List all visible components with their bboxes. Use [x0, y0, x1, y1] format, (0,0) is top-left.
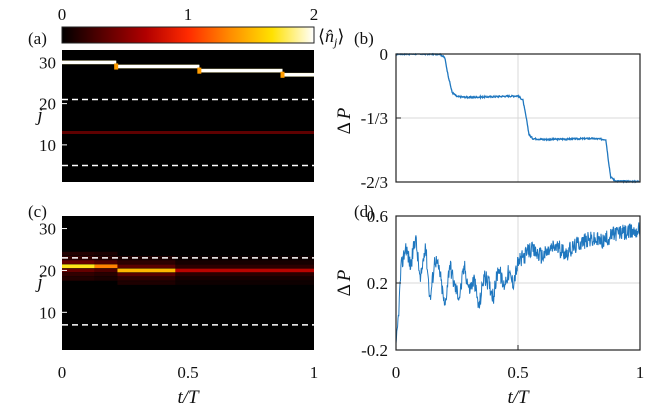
heatmap-cell-glow: [94, 276, 118, 281]
heatmap-cell: [94, 264, 118, 269]
heatmap-cell-glow: [175, 264, 314, 269]
heatmap-cell-glow: [94, 260, 118, 264]
heatmap-cell-core: [199, 69, 283, 73]
heatmap-cell-glow: [117, 276, 176, 281]
heatmap-a-yticks: 10 20 30: [39, 53, 67, 155]
heatmap-cell-glow: [175, 260, 314, 264]
heatmap-cell-glow: [94, 251, 118, 256]
heatmap-ytick-label: 30: [39, 53, 56, 72]
panel-b-ylabel: ΔP: [334, 107, 355, 134]
heatmap-ytick-label: 10: [39, 136, 56, 155]
heatmap-cell: [62, 264, 95, 269]
line-ytick-label: -0.2: [361, 341, 388, 360]
panel-b-yticks: 0 -1/3 -2/3: [361, 45, 401, 192]
panel-label-d: (d): [354, 202, 374, 221]
line-panel-b: 0 -1/3 -2/3 ΔP: [334, 45, 641, 192]
heatmap-a-cells: [62, 60, 314, 134]
panel-d-xticks: 0 0.5 1: [392, 345, 645, 382]
heatmap-ytick-label: 30: [39, 220, 56, 239]
panel-d-ylabel: ΔP: [334, 269, 355, 296]
heatmap-cell-glow: [117, 260, 176, 264]
heatmap-cell-glow: [175, 276, 314, 281]
line-xtick-label: 1: [636, 363, 645, 382]
panel-a-ylabel: j: [34, 105, 42, 126]
line-ytick-label: -2/3: [361, 173, 388, 192]
heatmap-xtick-label: 1: [310, 363, 319, 382]
panel-label-b: (b): [354, 29, 374, 48]
heatmap-xtick-label: 0.5: [177, 363, 198, 382]
heatmap-ytick-label: 20: [39, 261, 56, 280]
heatmap-ytick-label: 20: [39, 95, 56, 114]
line-xtick-label: 0: [392, 363, 401, 382]
panel-b-grid: [396, 53, 640, 183]
panel-label-a: (a): [28, 29, 47, 48]
panel-d-yticks: 0.6 0.2 -0.2: [361, 207, 401, 360]
colorbar-bar: [61, 26, 315, 44]
heatmap-faint-band: [62, 131, 314, 134]
panel-d-xlabel: t/T: [507, 387, 530, 408]
heatmap-cell-glow: [62, 255, 95, 260]
heatmap-cell-glow: [175, 272, 314, 277]
panel-d-series-line: [395, 222, 641, 344]
panel-c-xlabel: t/T: [177, 387, 200, 408]
heatmap-cell-glow: [62, 260, 95, 264]
heatmap-transition: [114, 63, 119, 70]
heatmap-cell-glow: [117, 272, 176, 277]
heatmap-cell-glow: [94, 272, 118, 277]
colorbar-label: ⟨n̂j⟩: [318, 26, 344, 49]
heatmap-c-yticks: 10 20 30: [39, 220, 67, 322]
line-ytick-label: 0.2: [367, 274, 388, 293]
heatmap-cell-core: [116, 65, 200, 68]
heatmap-cell-glow: [62, 272, 95, 277]
heatmap-cell: [175, 268, 314, 273]
heatmap-transition: [280, 71, 285, 78]
colorbar-tick-0: 0: [58, 5, 67, 24]
heatmap-cell-core: [62, 60, 117, 64]
line-panel-d: 0.60.2-0.2 0 0.5 1 ΔP t/T: [334, 207, 644, 408]
colorbar-tick-2: 2: [310, 5, 319, 24]
panel-label-c: (c): [28, 202, 47, 221]
heatmap-a-dashed-lines: [62, 98, 314, 167]
line-ytick-label: -1/3: [361, 109, 388, 128]
heatmap-ytick-label: 10: [39, 303, 56, 322]
heatmap-cell-core: [282, 73, 314, 77]
line-ytick-label: 0.6: [367, 207, 388, 226]
heatmap-c-xticks: 0 0.5 1: [58, 363, 319, 382]
heatmap-cell-glow: [117, 281, 176, 285]
heatmap-cell-glow: [175, 281, 314, 285]
heatmap-transition: [197, 67, 202, 74]
heatmap-cell: [117, 268, 176, 273]
colorbar-tick-1: 1: [184, 5, 193, 24]
heatmap-cell-glow: [62, 268, 95, 273]
heatmap-cell-glow: [117, 264, 176, 269]
heatmap-cell-glow: [62, 251, 95, 256]
line-xtick-label: 0.5: [507, 363, 528, 382]
line-ytick-label: 0: [380, 45, 389, 64]
heatmap-c-dashed-lines: [62, 257, 314, 326]
heatmap-xtick-label: 0: [58, 363, 67, 382]
colorbar: 0 1 2 ⟨n̂j⟩: [58, 5, 345, 49]
heatmap-panel-a: 10 20 30 j: [34, 50, 314, 182]
panel-c-ylabel: j: [34, 272, 42, 293]
heatmap-cell-glow: [62, 276, 95, 281]
heatmap-cell-glow: [94, 268, 118, 273]
